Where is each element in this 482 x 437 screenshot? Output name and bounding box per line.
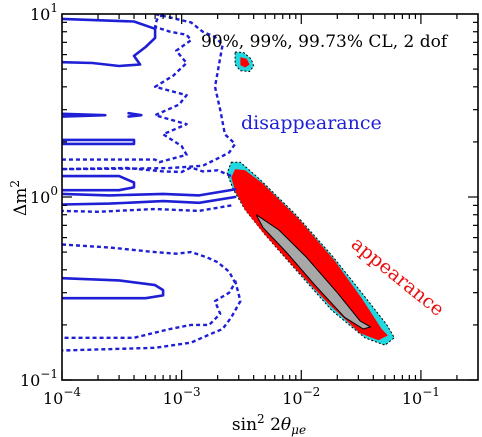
contour-appearance-99-cl	[231, 169, 388, 341]
y-tick-label: 100	[30, 184, 58, 207]
contour-disappearance-99-cl-b-	[62, 166, 232, 178]
x-axis-title: sin2 2θμe	[232, 412, 306, 437]
x-tick-label: 10−3	[163, 385, 201, 408]
contour-disappearance-99-73-cl	[62, 14, 237, 171]
contour-disappearance-90-cl-e-	[62, 174, 136, 192]
contour-series-layer	[62, 14, 396, 352]
contour-disappearance-99-cl-a-	[62, 14, 193, 164]
contour-disappearance-90-cl-a-	[62, 17, 157, 68]
contour-disappearance-99-cl-d-	[62, 243, 237, 339]
disappearance-label: disappearance	[241, 112, 382, 134]
contour-disappearance-90-cl-b-	[62, 112, 107, 118]
contour-disappearance-90-cl-h-	[62, 276, 165, 300]
contour-disappearance-90-cl-d-	[62, 138, 136, 146]
x-tick-label: 10−1	[402, 385, 440, 408]
y-axis-title: Δm2	[8, 180, 31, 216]
y-tick-label: 10−1	[20, 367, 58, 390]
contour-appearance-90-cl	[255, 214, 372, 330]
contour-disappearance-90-cl-c-	[127, 111, 143, 118]
axis-ticks	[61, 14, 478, 381]
contour-island-99-cl	[240, 57, 250, 68]
x-tick-label: 10−2	[282, 385, 320, 408]
contour-disappearance-99-cl-c-	[62, 204, 232, 213]
cl-annotation: 90%, 99%, 99.73% CL, 2 dof	[201, 32, 449, 52]
contour-disappearance-90-cl-g-	[62, 195, 237, 206]
contour-disappearance-90-cl-f-	[62, 188, 237, 197]
y-tick-label: 101	[30, 1, 58, 24]
contour-disappearance-99-73-cl-lower-	[62, 280, 242, 352]
x-tick-label: 10−4	[43, 385, 81, 408]
